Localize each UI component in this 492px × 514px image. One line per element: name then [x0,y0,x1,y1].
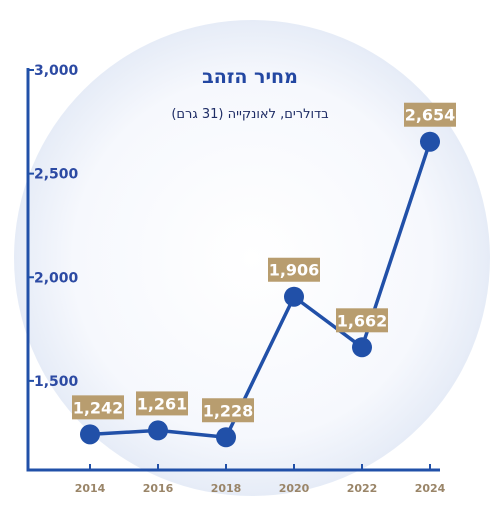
x-tick-label: 2022 [347,482,378,495]
x-tick-label: 2018 [211,482,242,495]
data-point [352,337,372,358]
data-label-box [404,102,456,127]
data-point [284,286,304,307]
data-label: 1,261 [137,394,188,413]
chart-subtitle: בדולרים, לאונקייה (31 גרם) [171,107,329,122]
x-tick-label: 2020 [279,482,310,495]
data-label: 1,242 [73,398,124,417]
data-label-box [268,257,320,282]
data-label: 1,228 [203,401,254,420]
y-tick-label: 2,500 [34,167,79,183]
data-point [148,420,168,441]
x-tick-label: 2014 [75,482,106,495]
y-tick-label: 2,000 [34,270,79,286]
x-tick-label: 2016 [143,482,174,495]
data-point [80,424,100,445]
data-label-box [72,395,124,420]
chart-title: מחיר הזהב [202,66,298,88]
data-label: 2,654 [405,106,456,125]
data-label: 1,662 [337,311,388,330]
data-point [420,131,440,152]
data-label-box [136,391,188,416]
x-tick-label: 2024 [415,482,446,495]
data-label-box [336,308,388,333]
data-label: 1,906 [269,261,320,280]
data-point [216,427,236,448]
y-tick-label: 3,000 [34,63,79,79]
background-circle [14,20,490,496]
y-tick-label: 1,500 [34,374,79,390]
data-label-box [202,398,254,423]
